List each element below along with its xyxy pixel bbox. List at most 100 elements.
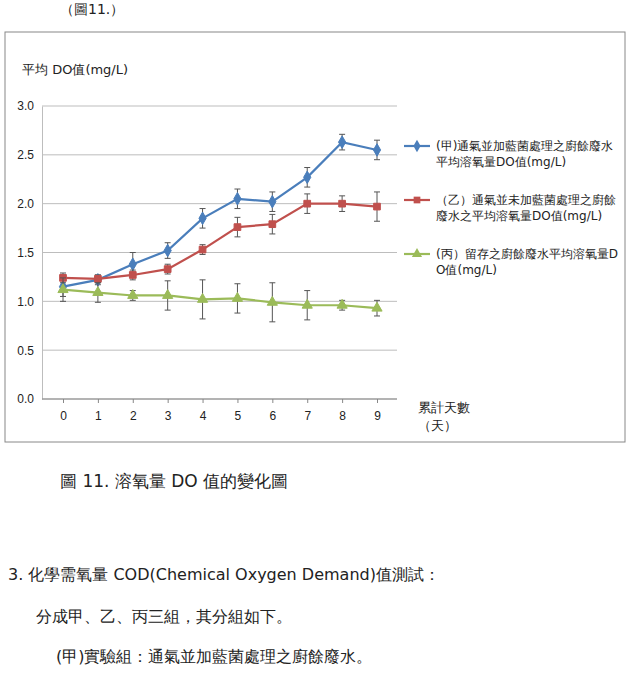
x-axis-title-line: 累計天數 — [418, 400, 470, 415]
legend-label-line: 平均溶氧量DO值(mg/L) — [436, 155, 566, 169]
legend-marker — [414, 197, 421, 204]
top-fragment: （圖11.） — [60, 1, 124, 17]
marker — [372, 302, 382, 311]
error-bar — [200, 209, 206, 229]
x-tick-label: 7 — [304, 409, 311, 423]
series-line — [63, 142, 377, 287]
section-heading: 3. 化學需氧量 COD(Chemical Oxygen Demand)值測試： — [8, 565, 440, 584]
error-bar — [165, 243, 171, 259]
x-tick: 5 — [235, 399, 242, 423]
marker — [232, 293, 242, 302]
error-bar — [374, 140, 380, 160]
y-tick: 1.0 — [17, 295, 42, 309]
error-bar — [304, 194, 310, 214]
y-tick-label: 2.5 — [17, 148, 34, 162]
legend: (甲)通氣並加藍菌處理之廚餘廢水平均溶氧量DO值(mg/L) （乙）通氣並未加藍菌… — [404, 139, 618, 277]
legend-label: (丙）留存之廚餘廢水平均溶氧量D O值(mg/L) — [436, 247, 618, 277]
marker — [164, 244, 171, 256]
x-tick-label: 4 — [200, 409, 207, 423]
x-tick: 9 — [374, 399, 381, 423]
grid-line — [42, 106, 397, 107]
chart-frame — [5, 32, 625, 442]
series-line — [63, 204, 377, 279]
figure-caption: 圖 11. 溶氧量 DO 值的變化圖 — [60, 471, 288, 491]
plot-area — [58, 134, 382, 322]
error-bar — [234, 217, 240, 237]
legend-label-line: （乙）通氣並未加藍菌處理之廚餘 — [436, 193, 616, 207]
x-tick: 2 — [130, 399, 137, 423]
y-axis-line — [42, 107, 43, 400]
marker — [129, 272, 136, 279]
x-tick-label: 8 — [339, 409, 346, 423]
grid-line — [42, 350, 397, 351]
marker — [339, 200, 346, 207]
legend-label-line: 廢水之平均溶氧量DO值(mg/L) — [436, 209, 602, 223]
marker — [199, 212, 206, 224]
x-tick: 4 — [200, 399, 207, 423]
error-bar — [269, 192, 275, 212]
x-tick-mark — [237, 399, 238, 403]
body-text: (甲)實驗組：通氣並加藍菌處理之廚餘廢水。 — [56, 647, 372, 666]
x-tick-mark — [377, 399, 378, 403]
marker — [373, 144, 380, 156]
marker — [337, 299, 347, 308]
y-tick: 0.0 — [17, 392, 42, 406]
legend-label-line: O值(mg/L) — [436, 263, 497, 277]
marker — [302, 299, 312, 308]
marker — [304, 171, 311, 183]
x-tick: 1 — [95, 399, 102, 423]
y-tick: 1.5 — [17, 246, 42, 260]
grid-line — [42, 154, 397, 155]
y-tick-label: 2.0 — [17, 197, 34, 211]
x-tick: 7 — [304, 399, 311, 423]
x-tick-mark — [307, 399, 308, 403]
legend-label: （乙）通氣並未加藍菌處理之廚餘廢水之平均溶氧量DO值(mg/L) — [436, 193, 616, 223]
marker — [304, 200, 311, 207]
error-bar — [95, 275, 101, 283]
x-tick-mark — [98, 399, 99, 403]
x-tick-label: 0 — [60, 409, 67, 423]
x-tick-mark — [168, 399, 169, 403]
marker — [234, 224, 241, 231]
x-tick: 8 — [339, 399, 346, 423]
marker — [374, 203, 381, 210]
x-tick: 0 — [60, 399, 67, 423]
x-axis: 0 1 2 3 4 5 6 7 8 9 — [42, 399, 397, 423]
legend-label: (甲)通氣並加藍菌處理之廚餘廢水平均溶氧量DO值(mg/L) — [436, 139, 613, 169]
x-tick-label: 2 — [130, 409, 137, 423]
y-tick: 0.5 — [17, 344, 42, 358]
legend-label-line: (丙）留存之廚餘廢水平均溶氧量D — [436, 247, 618, 261]
series — [58, 278, 382, 322]
x-tick-mark — [203, 399, 204, 403]
x-axis-title-line: （天） — [418, 418, 457, 433]
x-tick-label: 6 — [269, 409, 276, 423]
grid — [42, 106, 397, 399]
error-bar — [130, 270, 136, 280]
x-tick: 3 — [165, 399, 172, 423]
x-tick: 6 — [269, 399, 276, 423]
legend-marker — [412, 248, 422, 257]
x-axis-title: 累計天數 （天） — [418, 400, 470, 433]
x-tick-mark — [63, 399, 64, 403]
marker — [197, 293, 207, 302]
y-tick: 3.0 — [17, 99, 42, 113]
error-bar — [304, 168, 310, 188]
marker — [267, 296, 277, 305]
body-text: 分成甲、乙、丙三組，其分組如下。 — [36, 607, 292, 626]
y-tick-label: 1.5 — [17, 246, 34, 260]
series — [59, 134, 380, 296]
marker — [128, 290, 138, 299]
y-tick-label: 3.0 — [17, 99, 34, 113]
x-tick-label: 1 — [95, 409, 102, 423]
y-tick-label: 0.5 — [17, 344, 34, 358]
error-bar — [269, 214, 275, 234]
x-tick-label: 5 — [235, 409, 242, 423]
grid-line — [42, 399, 397, 400]
marker — [339, 136, 346, 148]
marker — [199, 246, 206, 253]
grid-line — [42, 252, 397, 253]
error-bar — [339, 134, 345, 150]
x-axis-line — [42, 399, 397, 400]
error-bar — [374, 192, 380, 221]
marker — [58, 284, 68, 293]
